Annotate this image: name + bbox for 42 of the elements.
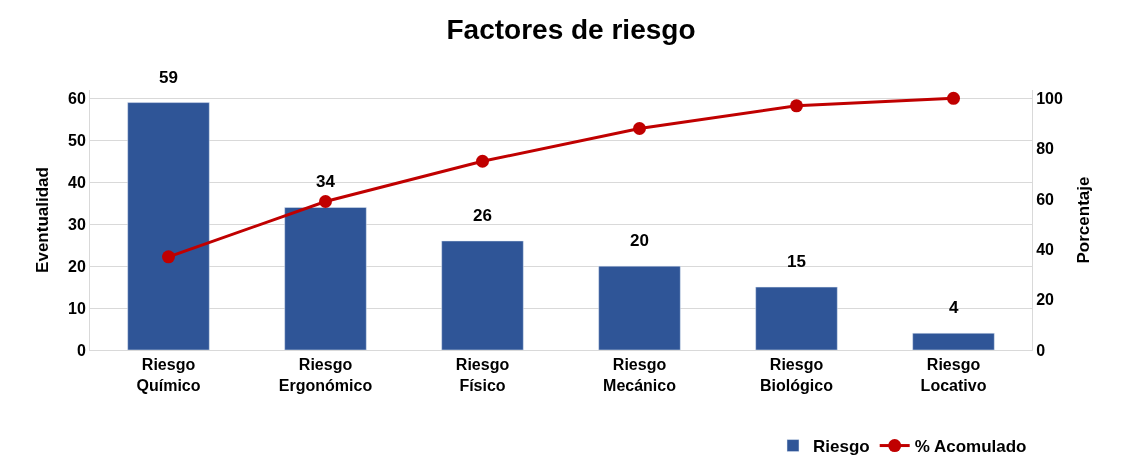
x-tick-label: Riesgo Químico bbox=[136, 356, 201, 394]
y-tick-label: 50 bbox=[68, 131, 86, 149]
data-label: 26 bbox=[473, 206, 492, 225]
point bbox=[790, 99, 803, 113]
point bbox=[947, 91, 960, 105]
bar bbox=[441, 240, 524, 350]
y2-tick-label: 0 bbox=[1036, 341, 1046, 359]
point bbox=[633, 122, 646, 135]
x-tick-label: Riesgo Físico bbox=[455, 356, 510, 394]
bar bbox=[912, 332, 995, 350]
y-tick-label: 30 bbox=[68, 215, 86, 233]
y-axis-title: Eventualidad bbox=[32, 167, 52, 273]
y2-axis-title: Porcentaje bbox=[1074, 176, 1094, 264]
y-tick-label: 60 bbox=[68, 89, 86, 107]
y2-tick-label: 60 bbox=[1036, 190, 1055, 208]
data-label: 4 bbox=[949, 298, 959, 317]
y2-tick-label: 20 bbox=[1036, 291, 1055, 309]
y2-tick-label: 40 bbox=[1036, 240, 1055, 258]
point bbox=[476, 154, 489, 168]
chart-title: Factores de riesgo bbox=[446, 13, 696, 45]
point bbox=[162, 250, 175, 264]
x-tick-label: Riesgo Locativo bbox=[920, 356, 987, 394]
x-tick-label: Riesgo Mecánico bbox=[603, 356, 677, 394]
bar bbox=[598, 265, 681, 350]
y-tick-label: 0 bbox=[76, 341, 86, 359]
y2-tick-label: 80 bbox=[1036, 140, 1055, 158]
bar bbox=[755, 286, 838, 350]
x-tick-label: Riesgo Ergonómico bbox=[278, 356, 373, 394]
data-label: 15 bbox=[787, 252, 806, 271]
bar bbox=[127, 102, 210, 350]
legend-label: Riesgo bbox=[813, 437, 870, 457]
y-tick-label: 20 bbox=[68, 257, 86, 275]
data-label: 34 bbox=[316, 172, 336, 191]
data-label: 20 bbox=[630, 231, 649, 250]
bar bbox=[284, 207, 367, 350]
y-tick-label: 40 bbox=[68, 173, 86, 191]
point bbox=[319, 195, 332, 208]
data-label: 59 bbox=[159, 68, 178, 87]
y2-tick-label: 100 bbox=[1036, 89, 1063, 107]
y-tick-label: 10 bbox=[68, 299, 86, 317]
legend-label: % Acomulado bbox=[914, 437, 1027, 457]
x-tick-label: Riesgo Biológico bbox=[760, 356, 834, 394]
